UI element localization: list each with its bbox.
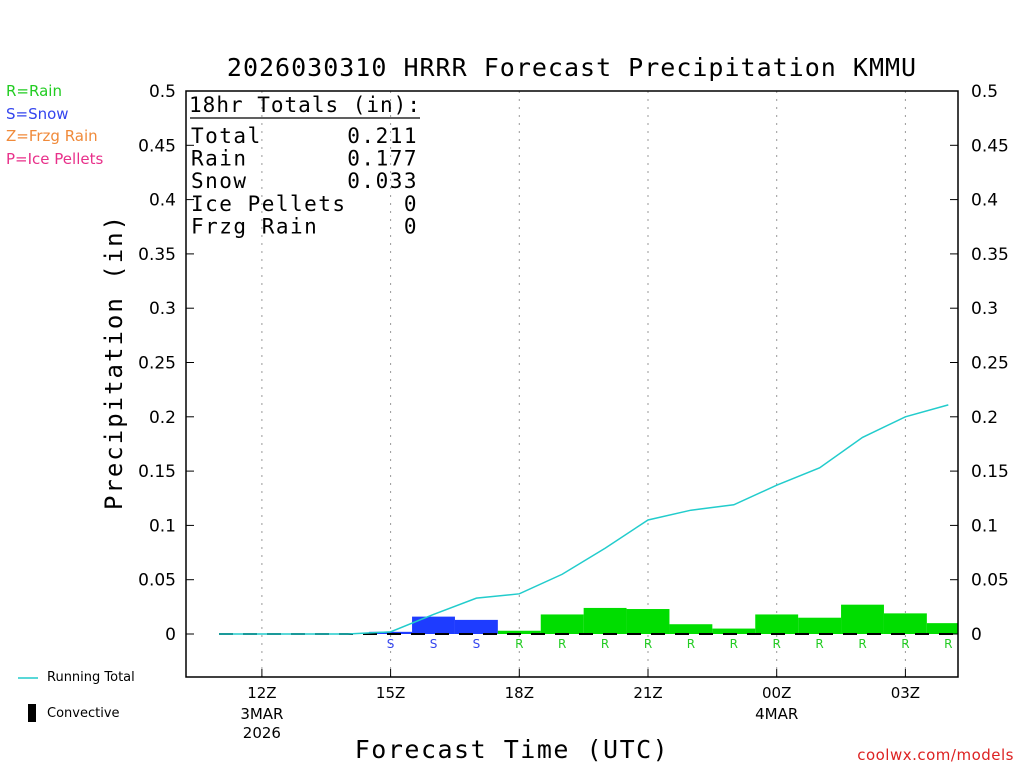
credit-link[interactable]: coolwx.com/models: [857, 746, 1014, 764]
ptype-letter: R: [601, 637, 609, 651]
totals-row-value: 0.033: [347, 169, 418, 193]
y-tick-label-left: 0.5: [149, 82, 176, 102]
precip-bar: [369, 631, 413, 634]
x-tick-label: 18Z: [505, 684, 534, 702]
precip-bar: [883, 613, 927, 634]
y-tick-label-right: 0.3: [971, 299, 998, 319]
totals-row-label: Total: [191, 124, 262, 148]
y-tick-label-left: 0.3: [149, 299, 176, 319]
precip-bar: [540, 614, 584, 634]
running-total-series: [219, 404, 949, 635]
running-total-line: [219, 404, 949, 635]
precip-bar: [926, 623, 958, 634]
ptype-letter: R: [558, 637, 566, 651]
grid-lines: [261, 91, 906, 677]
x-tick-year: 2026: [243, 724, 281, 742]
x-tick-date: 4MAR: [755, 705, 798, 723]
ptype-legend-item: R=Rain: [6, 82, 62, 100]
y-tick-label-left: 0.05: [138, 571, 176, 591]
precip-bar: [412, 616, 455, 634]
ptype-letter: S: [473, 637, 481, 651]
x-tick-label: 03Z: [891, 684, 920, 702]
ptype-letter: R: [815, 637, 823, 651]
precip-bar: [798, 617, 842, 634]
ptype-letter: R: [515, 637, 523, 651]
ptype-legend-item: S=Snow: [6, 104, 69, 123]
totals-heading: 18hr Totals (in):: [189, 93, 421, 117]
y-tick-label-right: 0.05: [971, 571, 1009, 591]
bottom-legend: [18, 677, 38, 722]
x-axis-label: Forecast Time (UTC): [355, 735, 669, 764]
convective-swatch: [28, 704, 36, 722]
totals-row-value: 0.211: [347, 124, 418, 148]
y-tick-label-right: 0.1: [971, 516, 998, 536]
x-tick-label: 12Z: [247, 684, 276, 702]
ptype-legend-item: P=Ice Pellets: [6, 149, 104, 168]
y-tick-label-left: 0.1: [149, 516, 176, 536]
totals-row-label: Snow: [191, 169, 248, 193]
totals-row-value: 0: [404, 192, 418, 216]
precip-bar: [497, 630, 541, 634]
ptype-letter: R: [858, 637, 866, 651]
precip-bar: [626, 609, 670, 634]
plot-frame: [185, 90, 959, 678]
running-total-label: Running Total: [47, 670, 135, 685]
y-tick-label-right: 0.5: [971, 82, 998, 102]
precip-bar: [583, 607, 627, 634]
y-tick-label-left: 0.45: [138, 136, 176, 156]
convective-label: Convective: [47, 706, 120, 721]
y-tick-label-right: 0.45: [971, 136, 1009, 156]
axes: [185, 90, 959, 678]
ptype-letter: R: [944, 637, 952, 651]
totals-row-label: Frzg Rain: [191, 214, 318, 238]
precip-bar: [755, 614, 799, 634]
y-tick-label-left: 0: [165, 625, 176, 645]
x-tick-date: 3MAR: [240, 705, 283, 723]
ptype-letter: S: [387, 637, 395, 651]
ptype-letter: R: [644, 637, 652, 651]
totals-row-value: 0: [404, 214, 418, 238]
y-tick-label-right: 0.15: [971, 462, 1009, 482]
chart-title: 2026030310 HRRR Forecast Precipitation K…: [227, 53, 917, 82]
totals-row-label: Ice Pellets: [191, 192, 347, 216]
ptype-letter: R: [773, 637, 781, 651]
totals-row-label: Rain: [191, 147, 248, 171]
bar-series: [369, 604, 958, 634]
ptype-letter: S: [430, 637, 438, 651]
x-tick-label: 00Z: [762, 684, 791, 702]
y-tick-label-left: 0.25: [138, 354, 176, 374]
y-axis-label: Precipitation (in): [100, 214, 128, 510]
y-tick-label-right: 0.35: [971, 245, 1009, 265]
x-tick-label: 15Z: [376, 684, 405, 702]
ptype-letter: R: [687, 637, 695, 651]
y-tick-label-left: 0.4: [149, 191, 176, 211]
y-tick-label-right: 0.25: [971, 354, 1009, 374]
y-tick-label-right: 0: [971, 625, 982, 645]
totals-box: 18hr Totals (in): Total 0.211 Rain 0.177 Snow…: [189, 93, 421, 238]
y-tick-label-right: 0.4: [971, 191, 998, 211]
y-tick-label-left: 0.35: [138, 245, 176, 265]
ptype-legend-item: Z=Frzg Rain: [6, 127, 98, 145]
precip-bar: [454, 619, 498, 634]
precip-bar: [669, 624, 713, 634]
precip-bar: [712, 628, 756, 634]
x-tick-label: 21Z: [633, 684, 662, 702]
ptype-letter: R: [730, 637, 738, 651]
precip-bar: [841, 604, 884, 634]
totals-row-value: 0.177: [347, 147, 418, 171]
y-tick-label-left: 0.15: [138, 462, 176, 482]
ptype-letter: R: [901, 637, 909, 651]
tick-labels: 0.5 0.5 0.45 0.45 0.4 0.4 0.35 0.35 0.3 0.3 0.25 0.…: [138, 82, 1009, 742]
y-tick-label-right: 0.2: [971, 408, 998, 428]
y-tick-label-left: 0.2: [149, 408, 176, 428]
